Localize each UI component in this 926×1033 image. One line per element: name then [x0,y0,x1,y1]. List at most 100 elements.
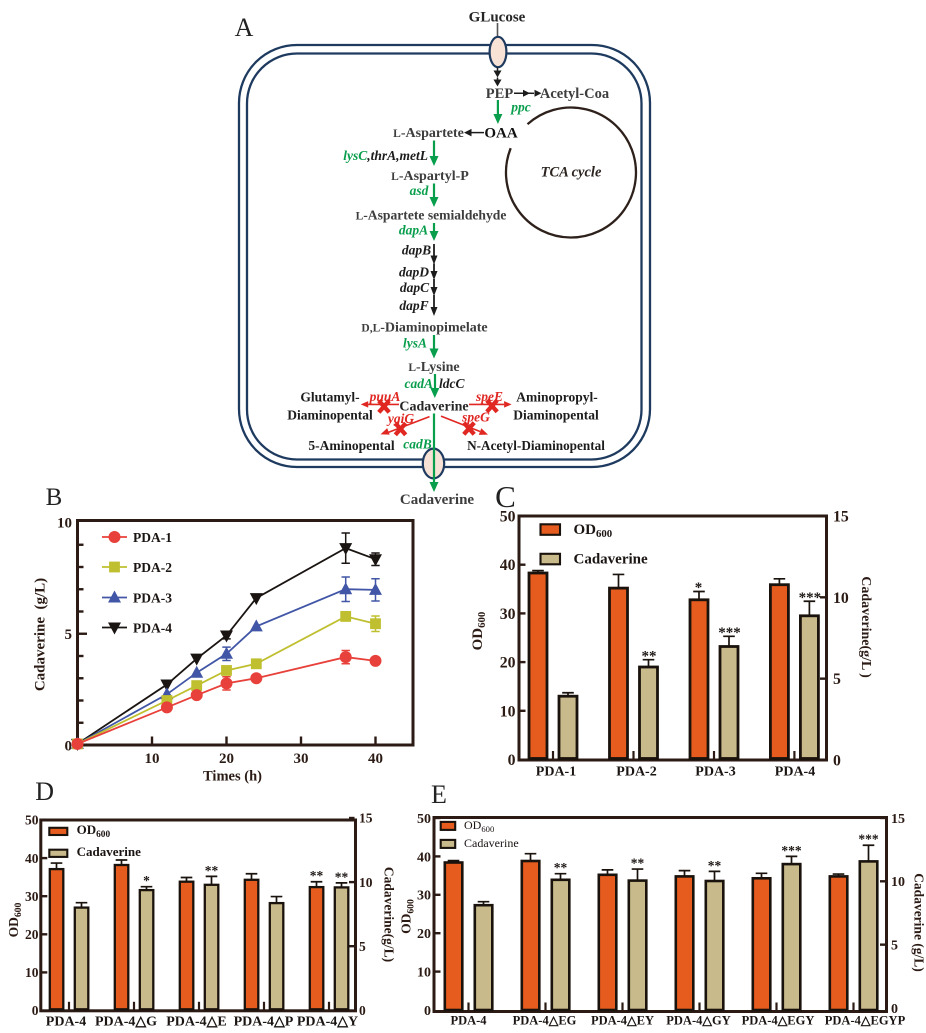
svg-text:50: 50 [500,509,516,526]
svg-text:**: ** [554,860,568,875]
svg-text:OD600: OD600 [464,818,494,834]
svg-text:50: 50 [417,812,431,827]
svg-text:0: 0 [359,1003,366,1018]
svg-text:OD600: OD600 [470,612,488,651]
svg-text:0: 0 [833,753,841,770]
svg-text:D: D [35,777,54,806]
svg-text:Acetyl-Coa: Acetyl-Coa [540,86,610,102]
svg-text:10: 10 [891,875,905,890]
svg-text:30: 30 [417,889,431,904]
svg-text:Cadaverine(g/L ): Cadaverine(g/L ) [858,576,873,678]
svg-text:OD600: OD600 [6,902,24,937]
svg-text:**: ** [708,858,722,873]
svg-text:Cadaverine (g/L): Cadaverine (g/L) [33,578,49,691]
svg-text:50: 50 [25,813,39,828]
svg-text:10: 10 [57,516,72,532]
svg-text:0: 0 [32,1003,39,1018]
svg-text:TCA cycle: TCA cycle [541,165,602,181]
svg-text:30: 30 [500,606,516,623]
svg-text:dapC: dapC [400,280,430,295]
svg-text:PDA-4: PDA-4 [133,621,172,636]
svg-text:PDA-4: PDA-4 [775,765,815,780]
svg-text:20: 20 [417,927,431,942]
svg-text:***: *** [858,832,879,847]
svg-text:PDA-4△E: PDA-4△E [166,1015,227,1029]
svg-text:0: 0 [424,1004,431,1019]
svg-text:5-Aminopental: 5-Aminopental [308,438,395,453]
svg-text:*: * [695,580,703,596]
svg-text:20: 20 [500,655,516,672]
svg-text:**: ** [631,856,645,871]
svg-text:10: 10 [500,703,516,720]
svg-text:15: 15 [359,811,373,826]
svg-text:Cadaverine: Cadaverine [574,551,649,567]
svg-text:15: 15 [833,508,849,525]
svg-text:E: E [431,780,447,809]
svg-text:40: 40 [25,851,39,866]
svg-text:Diaminopental: Diaminopental [513,408,599,423]
svg-text:40: 40 [500,557,516,574]
svg-text:Cadaverine(g/L): Cadaverine(g/L) [382,867,397,962]
svg-text:cadB: cadB [403,437,432,452]
svg-text:PDA-4△EGYP: PDA-4△EGYP [825,1014,906,1028]
svg-text:*: * [143,873,150,888]
svg-text:ppc: ppc [510,100,531,115]
svg-text:**: ** [642,649,657,665]
svg-text:10: 10 [25,965,39,980]
svg-text:ldcC: ldcC [439,376,465,391]
svg-text:L-Aspartete: L-Aspartete [393,126,464,141]
svg-text:dapD: dapD [399,265,429,280]
svg-text:40: 40 [368,751,383,767]
svg-text:20: 20 [25,927,39,942]
svg-text:lysA: lysA [403,336,427,351]
svg-text:D,L-Diaminopimelate: D,L-Diaminopimelate [361,321,487,336]
svg-text:PDA-1: PDA-1 [133,530,172,545]
svg-text:40: 40 [417,850,431,865]
svg-text:A: A [235,13,254,42]
svg-text:PDA-4△EY: PDA-4△EY [591,1014,654,1028]
svg-text:PDA-3: PDA-3 [695,765,735,780]
svg-text:15: 15 [891,812,905,827]
svg-text:**: ** [310,868,324,883]
svg-text:5: 5 [65,627,73,643]
svg-text:Cadaverine (g/L): Cadaverine (g/L) [912,873,926,972]
svg-text:30: 30 [294,751,309,767]
svg-text:PDA-2: PDA-2 [616,765,656,780]
svg-text:0: 0 [508,752,516,769]
svg-text:OD600: OD600 [574,522,613,540]
svg-text:OD600: OD600 [399,899,417,934]
svg-text:puuA: puuA [369,389,401,404]
svg-text:***: *** [781,843,802,858]
svg-text:Cadaverine: Cadaverine [400,492,475,508]
svg-text:Times (h): Times (h) [203,769,262,785]
svg-text:PDA-2: PDA-2 [133,560,172,575]
svg-text:5: 5 [359,939,366,954]
svg-text:lysC,thrA,metL: lysC,thrA,metL [343,148,428,163]
svg-text:***: *** [799,590,822,606]
svg-text:PDA-1: PDA-1 [536,765,576,780]
svg-text:cadA: cadA [405,376,434,391]
svg-text:GLucose: GLucose [469,10,526,26]
svg-text:asd: asd [410,183,429,198]
svg-text:**: ** [335,870,349,885]
svg-text:PDA-4△Y: PDA-4△Y [297,1015,358,1029]
svg-text:L-Lysine: L-Lysine [408,360,459,375]
svg-text:Glutamyl-: Glutamyl- [300,390,359,405]
svg-text:**: ** [205,863,219,878]
svg-text:PDA-4: PDA-4 [46,1015,86,1029]
svg-text:10: 10 [145,751,160,767]
svg-text:PDA-4△P: PDA-4△P [234,1015,294,1029]
svg-text:dapA: dapA [399,223,428,238]
svg-text:PEP: PEP [486,86,514,102]
svg-text:5: 5 [833,671,841,688]
svg-text:Aminopropyl-: Aminopropyl- [516,390,598,405]
svg-text:PDA-4△G: PDA-4△G [95,1015,157,1029]
svg-text:10: 10 [833,590,849,607]
svg-text:B: B [46,484,63,511]
svg-text:20: 20 [219,751,234,767]
svg-text:30: 30 [25,889,39,904]
svg-text:PDA-3: PDA-3 [133,591,172,606]
svg-text:PDA-4△EG: PDA-4△EG [513,1014,577,1028]
svg-text:OAA: OAA [484,126,518,142]
svg-text:0: 0 [65,739,73,755]
